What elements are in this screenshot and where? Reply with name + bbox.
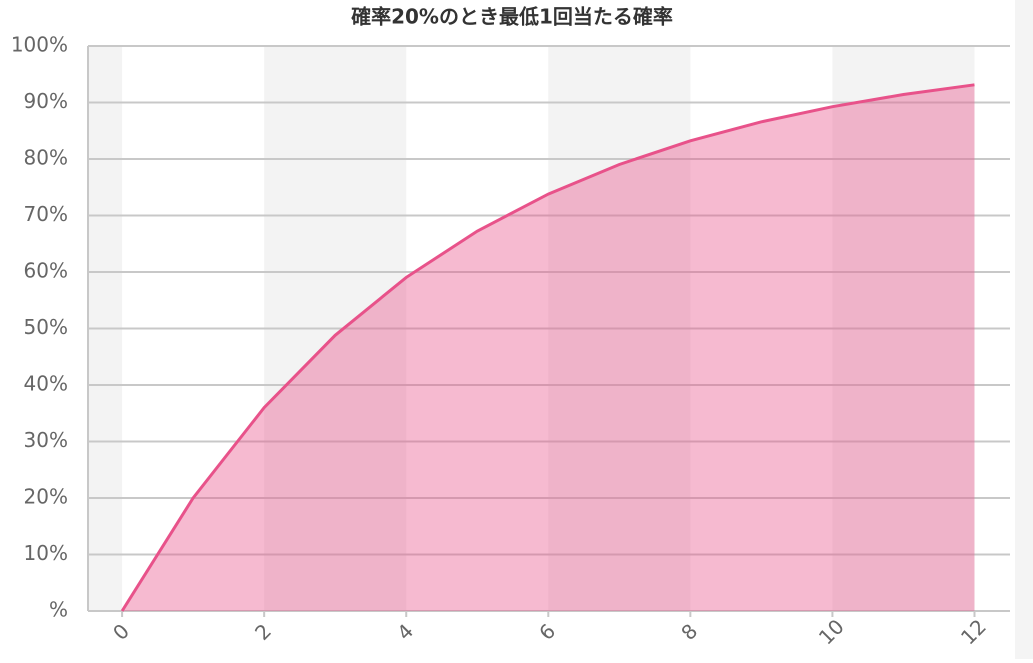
y-tick-label: 60% <box>24 259 68 283</box>
y-tick-label: 70% <box>24 202 68 226</box>
x-tick-label: 10 <box>814 614 849 649</box>
y-tick-label: 30% <box>24 428 68 452</box>
y-tick-label: 100% <box>11 33 68 57</box>
x-tick-label: 8 <box>676 619 702 645</box>
x-tick-label: 12 <box>956 614 991 649</box>
y-tick-label: 40% <box>24 372 68 396</box>
line <box>120 83 975 612</box>
y-tick-label: 10% <box>24 541 68 565</box>
y-tick-label: 50% <box>24 315 68 339</box>
x-tick-label: 6 <box>534 619 560 645</box>
x-tick-label: 0 <box>108 619 134 645</box>
y-tick-label: 20% <box>24 485 68 509</box>
x-tick-label: 2 <box>250 619 276 645</box>
y-tick-label: 90% <box>24 89 68 113</box>
x-tick-label: 4 <box>392 619 418 645</box>
y-tick-label: % <box>49 598 68 622</box>
y-tick-label: 80% <box>24 146 68 170</box>
scrollbar-track <box>1015 0 1033 659</box>
chart-title: 確率20%のとき最低1回当たる確率 <box>351 5 673 29</box>
area-fill <box>122 84 975 612</box>
